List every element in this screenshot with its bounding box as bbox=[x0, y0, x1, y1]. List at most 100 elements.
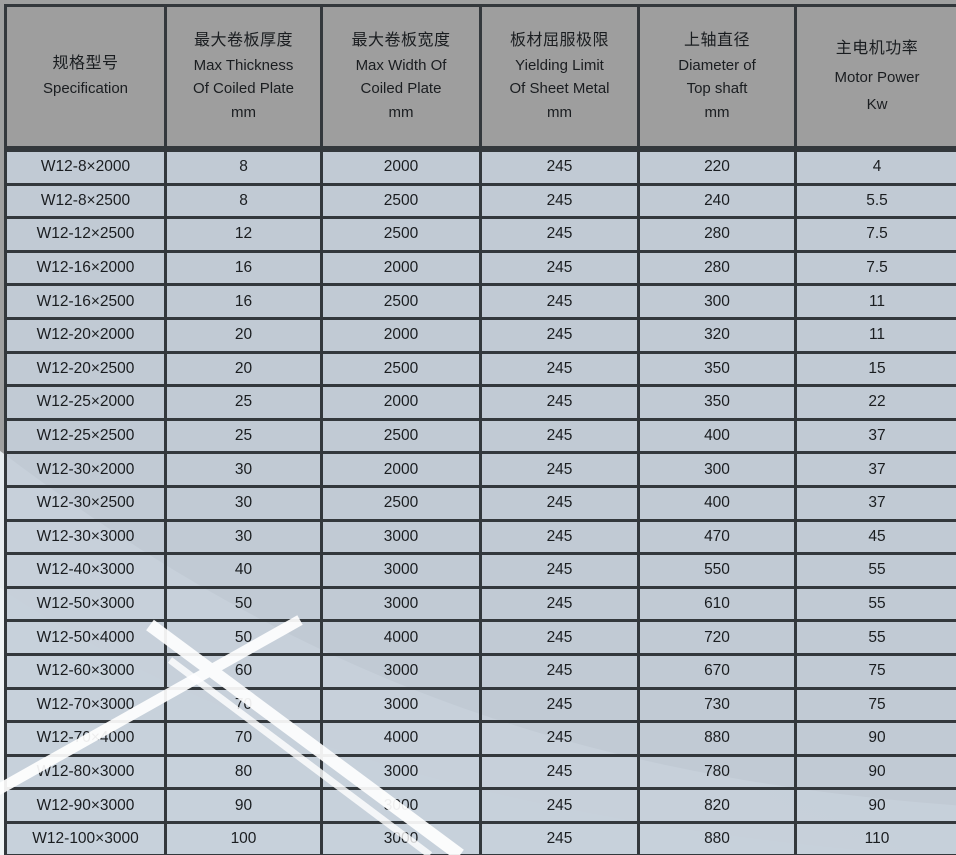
table-row: W12-25×2500 25 2500 245 400 37 bbox=[4, 420, 956, 455]
cell-motor_power: 5.5 bbox=[797, 185, 956, 220]
cell-top_shaft_diameter: 400 bbox=[640, 487, 797, 522]
cell-max_width: 2500 bbox=[323, 286, 482, 320]
column-header-cn: 最大卷板厚度 bbox=[193, 32, 293, 50]
cell-max_thickness: 50 bbox=[167, 588, 323, 623]
cell-max_thickness: 50 bbox=[167, 622, 323, 656]
cell-max_thickness: 8 bbox=[167, 149, 323, 186]
cell-specification: W12-60×3000 bbox=[4, 655, 167, 690]
cell-yielding_limit: 245 bbox=[482, 420, 640, 455]
cell-max_width: 3000 bbox=[323, 823, 482, 855]
cell-top_shaft_diameter: 610 bbox=[640, 588, 797, 623]
cell-specification: W12-80×3000 bbox=[4, 756, 167, 791]
cell-specification: W12-90×3000 bbox=[4, 790, 167, 824]
table-row: W12-70×3000 70 3000 245 730 75 bbox=[4, 689, 956, 724]
cell-motor_power: 7.5 bbox=[797, 219, 956, 253]
cell-top_shaft_diameter: 280 bbox=[640, 219, 797, 253]
column-header-top-shaft-diameter: 上轴直径 Diameter of Top shaft mm bbox=[640, 4, 797, 149]
cell-max_thickness: 70 bbox=[167, 723, 323, 757]
table-row: W12-50×3000 50 3000 245 610 55 bbox=[4, 588, 956, 623]
cell-yielding_limit: 245 bbox=[482, 387, 640, 421]
column-header-max-thickness: 最大卷板厚度 Max Thickness Of Coiled Plate mm bbox=[167, 4, 323, 149]
cell-max_width: 2000 bbox=[323, 319, 482, 354]
cell-motor_power: 90 bbox=[797, 790, 956, 824]
column-header-max-width: 最大卷板宽度 Max Width Of Coiled Plate mm bbox=[323, 4, 482, 149]
column-header-cn: 规格型号 bbox=[52, 55, 119, 73]
cell-max_width: 2500 bbox=[323, 353, 482, 388]
cell-motor_power: 55 bbox=[797, 555, 956, 589]
table-row: W12-30×2000 30 2000 245 300 37 bbox=[4, 454, 956, 488]
cell-motor_power: 45 bbox=[797, 521, 956, 556]
column-header-cn: 主电机功率 bbox=[835, 39, 919, 57]
cell-top_shaft_diameter: 880 bbox=[640, 823, 797, 855]
cell-specification: W12-25×2000 bbox=[4, 387, 167, 421]
cell-max_width: 3000 bbox=[323, 689, 482, 724]
cell-yielding_limit: 245 bbox=[482, 521, 640, 556]
cell-yielding_limit: 245 bbox=[482, 185, 640, 220]
cell-specification: W12-30×3000 bbox=[4, 521, 167, 556]
cell-specification: W12-25×2500 bbox=[4, 420, 167, 455]
column-header-cn: 最大卷板宽度 bbox=[351, 32, 451, 50]
cell-yielding_limit: 245 bbox=[482, 219, 640, 253]
cell-motor_power: 90 bbox=[797, 756, 956, 791]
table-row: W12-70×4000 70 4000 245 880 90 bbox=[4, 723, 956, 757]
cell-specification: W12-100×3000 bbox=[4, 823, 167, 855]
table-row: W12-40×3000 40 3000 245 550 55 bbox=[4, 555, 956, 589]
cell-top_shaft_diameter: 320 bbox=[640, 319, 797, 354]
cell-max_thickness: 25 bbox=[167, 420, 323, 455]
cell-motor_power: 55 bbox=[797, 588, 956, 623]
table-row: W12-80×3000 80 3000 245 780 90 bbox=[4, 756, 956, 791]
cell-top_shaft_diameter: 220 bbox=[640, 149, 797, 186]
cell-yielding_limit: 245 bbox=[482, 487, 640, 522]
column-header-en-1: Max Thickness bbox=[193, 57, 294, 75]
cell-max_width: 3000 bbox=[323, 555, 482, 589]
cell-specification: W12-8×2500 bbox=[4, 185, 167, 220]
cell-motor_power: 22 bbox=[797, 387, 956, 421]
cell-motor_power: 11 bbox=[797, 319, 956, 354]
table-row: W12-12×2500 12 2500 245 280 7.5 bbox=[4, 219, 956, 253]
cell-top_shaft_diameter: 550 bbox=[640, 555, 797, 589]
cell-yielding_limit: 245 bbox=[482, 454, 640, 488]
cell-max_width: 2500 bbox=[323, 420, 482, 455]
table-row: W12-8×2500 8 2500 245 240 5.5 bbox=[4, 185, 956, 220]
cell-motor_power: 55 bbox=[797, 622, 956, 656]
table-header: 规格型号 Specification 最大卷板厚度 Max Thickness … bbox=[4, 4, 956, 149]
cell-top_shaft_diameter: 300 bbox=[640, 454, 797, 488]
cell-top_shaft_diameter: 820 bbox=[640, 790, 797, 824]
cell-max_thickness: 16 bbox=[167, 252, 323, 287]
column-header-unit: mm bbox=[388, 103, 414, 121]
cell-yielding_limit: 245 bbox=[482, 655, 640, 690]
column-header-cn: 板材屈服极限 bbox=[509, 32, 609, 50]
cell-max_thickness: 100 bbox=[167, 823, 323, 855]
cell-max_thickness: 16 bbox=[167, 286, 323, 320]
cell-top_shaft_diameter: 470 bbox=[640, 521, 797, 556]
cell-yielding_limit: 245 bbox=[482, 286, 640, 320]
cell-yielding_limit: 245 bbox=[482, 555, 640, 589]
column-header-en-1: Specification bbox=[42, 80, 129, 98]
cell-specification: W12-50×3000 bbox=[4, 588, 167, 623]
cell-max_thickness: 90 bbox=[167, 790, 323, 824]
cell-max_width: 2000 bbox=[323, 252, 482, 287]
cell-max_thickness: 30 bbox=[167, 487, 323, 522]
cell-top_shaft_diameter: 400 bbox=[640, 420, 797, 455]
cell-max_width: 3000 bbox=[323, 655, 482, 690]
cell-max_thickness: 30 bbox=[167, 521, 323, 556]
cell-yielding_limit: 245 bbox=[482, 588, 640, 623]
column-header-specification: 规格型号 Specification bbox=[4, 4, 167, 149]
cell-motor_power: 4 bbox=[797, 149, 956, 186]
cell-specification: W12-30×2000 bbox=[4, 454, 167, 488]
cell-specification: W12-8×2000 bbox=[4, 149, 167, 186]
column-header-en-2: Top shaft bbox=[686, 80, 748, 98]
cell-motor_power: 110 bbox=[797, 823, 956, 855]
cell-max_thickness: 12 bbox=[167, 219, 323, 253]
cell-max_thickness: 20 bbox=[167, 353, 323, 388]
cell-max_thickness: 70 bbox=[167, 689, 323, 724]
cell-top_shaft_diameter: 880 bbox=[640, 723, 797, 757]
table-row: W12-60×3000 60 3000 245 670 75 bbox=[4, 655, 956, 690]
cell-top_shaft_diameter: 730 bbox=[640, 689, 797, 724]
table-body: W12-8×2000 8 2000 245 220 4 W12-8×2500 8 2500 245… bbox=[4, 149, 956, 855]
cell-yielding_limit: 245 bbox=[482, 252, 640, 287]
column-header-unit: mm bbox=[231, 103, 256, 121]
cell-top_shaft_diameter: 670 bbox=[640, 655, 797, 690]
cell-specification: W12-16×2000 bbox=[4, 252, 167, 287]
table-header-row: 规格型号 Specification 最大卷板厚度 Max Thickness … bbox=[4, 4, 956, 149]
